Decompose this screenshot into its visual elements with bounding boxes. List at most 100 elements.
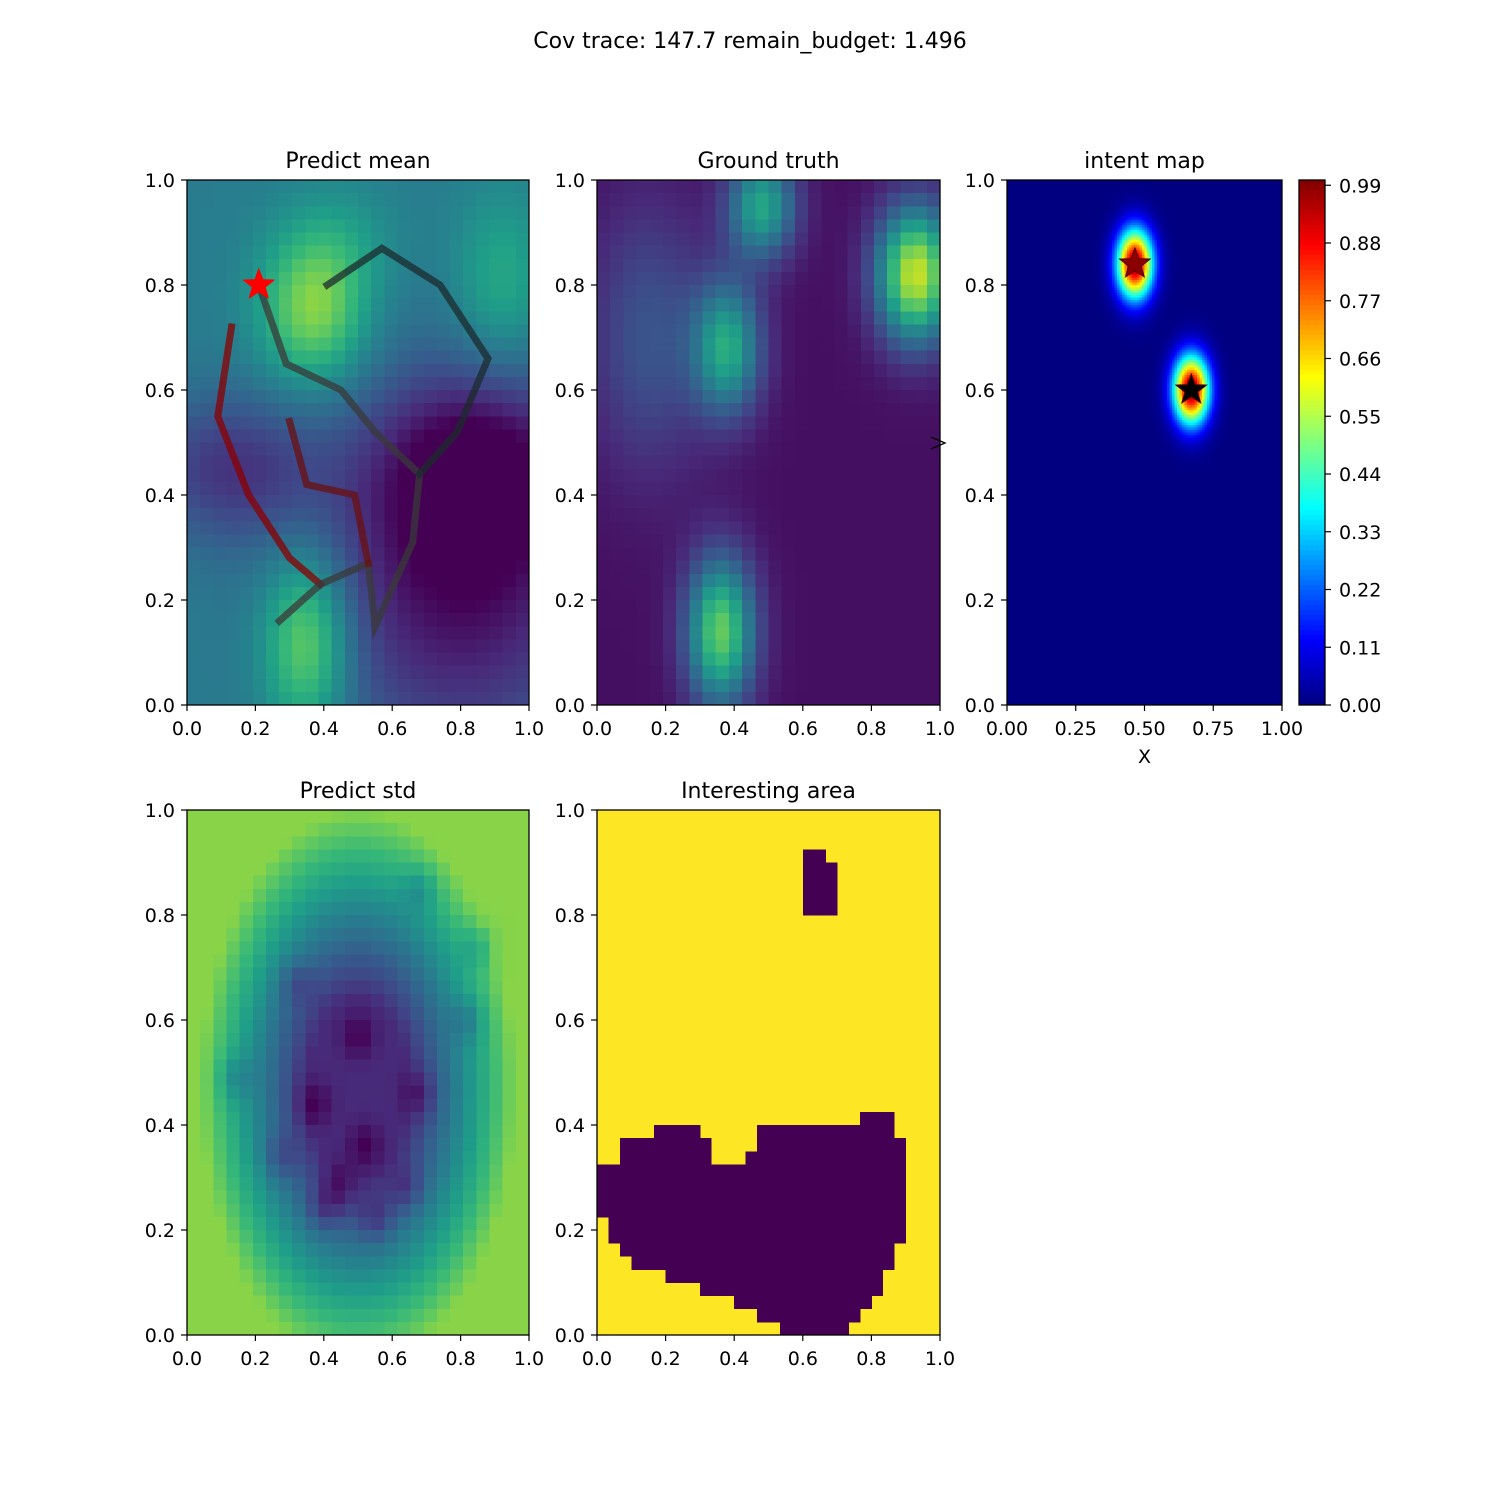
heatmap-cell — [239, 560, 254, 575]
heatmap-cell — [397, 403, 412, 417]
heatmap-cell — [1037, 217, 1040, 221]
heatmap-cell — [1014, 180, 1018, 183]
heatmap-cell — [410, 678, 425, 693]
heatmap-cell — [1192, 180, 1195, 183]
heatmap-cell — [1072, 225, 1075, 228]
heatmap-cell — [502, 298, 517, 312]
heatmap-cell — [834, 180, 849, 194]
heatmap-cell — [1084, 180, 1088, 183]
heatmap-cell — [1042, 200, 1045, 203]
heatmap-cell — [808, 429, 822, 444]
heatmap-cell — [1192, 215, 1195, 218]
heatmap-cell — [1247, 210, 1250, 213]
heatmap-cell — [742, 429, 756, 444]
heatmap-cell — [742, 534, 756, 549]
heatmap-cell — [450, 652, 464, 667]
heatmap-cell — [1269, 235, 1273, 238]
heatmap-cell — [1189, 225, 1193, 228]
heatmap-cell — [371, 180, 385, 194]
heatmap-cell — [702, 324, 717, 339]
heatmap-cell — [1257, 237, 1260, 241]
heatmap-cell — [1199, 200, 1203, 203]
heatmap-cell — [1182, 225, 1185, 228]
heatmap-cell — [1247, 235, 1250, 238]
heatmap-cell — [1122, 227, 1125, 231]
heatmap-cell — [1254, 227, 1258, 231]
heatmap-cell — [1017, 232, 1020, 236]
heatmap-cell — [1227, 225, 1230, 228]
heatmap-cell — [1112, 190, 1115, 193]
heatmap-cell — [1244, 197, 1248, 201]
heatmap-cell — [1227, 195, 1230, 198]
heatmap-cell — [515, 547, 530, 562]
heatmap-cell — [676, 652, 690, 667]
heatmap-cell — [1007, 242, 1010, 246]
heatmap-cell — [1217, 230, 1220, 233]
heatmap-cell — [649, 547, 664, 562]
heatmap-cell — [436, 481, 451, 496]
heatmap-cell — [1017, 192, 1020, 196]
heatmap-cell — [676, 547, 690, 562]
heatmap-cell — [1072, 195, 1075, 198]
heatmap-cell — [1269, 207, 1273, 211]
heatmap-cell — [397, 193, 412, 207]
heatmap-cell — [913, 495, 928, 509]
heatmap-cell — [1114, 202, 1118, 206]
heatmap-cell — [213, 495, 227, 509]
heatmap-cell — [1067, 217, 1070, 221]
heatmap-cell — [279, 468, 293, 483]
heatmap-cell — [1084, 212, 1088, 216]
heatmap-cell — [715, 324, 730, 339]
heatmap-cell — [1207, 237, 1210, 241]
heatmap-cell — [821, 521, 835, 535]
heatmap-cell — [1234, 217, 1238, 221]
heatmap-cell — [1164, 195, 1168, 198]
heatmap-cell — [1012, 212, 1015, 216]
heatmap-cell — [1032, 235, 1035, 238]
heatmap-cell — [715, 613, 730, 627]
heatmap-cell — [1239, 190, 1243, 193]
heatmap-cell — [252, 363, 267, 378]
heatmap-cell — [1162, 200, 1165, 203]
heatmap-cell — [1122, 225, 1125, 228]
heatmap-cell — [702, 652, 717, 667]
heatmap-cell — [1024, 217, 1028, 221]
heatmap-cell — [676, 600, 690, 614]
heatmap-cell — [1047, 185, 1050, 188]
heatmap-cell — [187, 626, 201, 640]
heatmap-cell — [1247, 207, 1250, 211]
heatmap-cell — [689, 468, 704, 483]
heatmap-cell — [1179, 217, 1183, 221]
heatmap-cell — [597, 613, 611, 627]
heatmap-cell — [1097, 182, 1100, 186]
heatmap-cell — [1219, 182, 1223, 186]
heatmap-cell — [887, 416, 901, 430]
heatmap-cell — [1132, 235, 1135, 238]
heatmap-cell — [1204, 190, 1208, 193]
heatmap-cell — [900, 586, 915, 601]
heatmap-cell — [1139, 235, 1143, 238]
heatmap-cell — [636, 508, 651, 522]
heatmap-cell — [515, 495, 530, 509]
heatmap-cell — [1014, 185, 1018, 188]
heatmap-cell — [1262, 192, 1265, 196]
heatmap-cell — [1062, 235, 1065, 238]
heatmap-cell — [331, 495, 346, 509]
heatmap-cell — [781, 626, 796, 640]
heatmap-cell — [1044, 230, 1048, 233]
heatmap-cell — [371, 271, 385, 286]
heatmap-cell — [781, 271, 796, 286]
heatmap-cell — [1089, 190, 1093, 193]
heatmap-cell — [1197, 192, 1200, 196]
heatmap-cell — [371, 521, 385, 535]
heatmap-cell — [1139, 197, 1143, 201]
heatmap-cell — [318, 245, 333, 260]
heatmap-cell — [1072, 200, 1075, 203]
heatmap-cell — [1259, 240, 1263, 243]
heatmap-cell — [292, 403, 306, 417]
heatmap-cell — [371, 232, 385, 247]
heatmap-cell — [1057, 205, 1060, 208]
heatmap-cell — [1152, 190, 1155, 193]
heatmap-cell — [1154, 200, 1158, 203]
heatmap-cell — [1062, 185, 1065, 188]
